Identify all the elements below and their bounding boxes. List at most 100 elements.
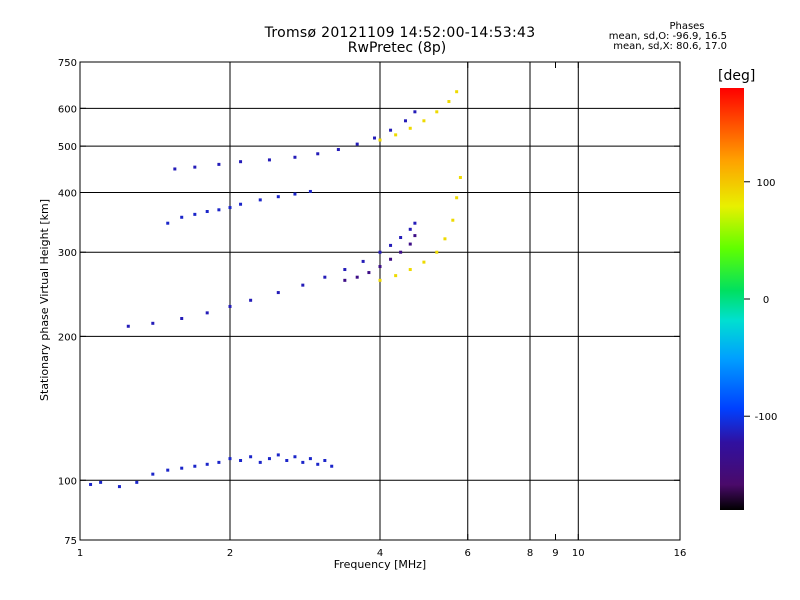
data-point (443, 237, 447, 241)
x-tick-label: 10 (572, 548, 585, 559)
phases-o-stats: mean, sd,O: -96.9, 16.5 (608, 31, 727, 42)
data-points (89, 90, 462, 489)
data-point (293, 155, 297, 159)
data-point (180, 466, 184, 470)
data-point (267, 158, 271, 162)
y-tick-label: 300 (58, 248, 77, 259)
y-axis-label: Stationary phase Virtual Height [km] (38, 199, 51, 401)
data-point (166, 468, 170, 472)
data-point (399, 250, 403, 254)
data-point (451, 218, 455, 222)
data-point (276, 195, 280, 199)
data-point (180, 215, 184, 219)
data-point (267, 457, 271, 461)
data-point (330, 464, 334, 468)
data-point (293, 192, 297, 196)
data-point (239, 202, 243, 206)
axes: 1 2 4 6 8 9 10 16 75 100 200 300 400 500 600 750 (58, 58, 686, 559)
data-point (323, 458, 327, 462)
colorbar-tick-label: 0 (763, 295, 769, 306)
x-tick-label: 16 (674, 548, 687, 559)
data-point (151, 472, 155, 476)
data-point (373, 136, 377, 140)
x-axis-label: Frequency [MHz] (334, 558, 426, 571)
data-point (316, 152, 320, 156)
data-point (193, 165, 197, 169)
data-point (308, 189, 312, 193)
data-point (455, 196, 459, 200)
colorbar-tick-label: 100 (756, 178, 775, 189)
data-point (378, 250, 382, 254)
data-point (422, 260, 426, 264)
y-tick-label: 750 (58, 58, 77, 69)
data-point (413, 110, 417, 114)
colorbar (720, 88, 744, 510)
data-point (249, 455, 253, 459)
data-point (378, 138, 382, 142)
x-tick-label: 1 (77, 548, 83, 559)
data-point (323, 275, 327, 279)
data-point (217, 162, 221, 166)
data-point (458, 175, 462, 179)
data-point (228, 304, 232, 308)
data-point (413, 221, 417, 225)
x-tick-label: 6 (465, 548, 471, 559)
y-tick-label: 400 (58, 188, 77, 199)
data-point (239, 458, 243, 462)
data-point (99, 480, 103, 484)
data-point (228, 457, 232, 461)
data-point (135, 480, 139, 484)
data-point (435, 110, 439, 114)
data-point (301, 460, 305, 464)
data-point (408, 268, 412, 272)
data-point (151, 321, 155, 325)
data-point (308, 457, 312, 461)
data-point (293, 455, 297, 459)
data-point (447, 100, 451, 104)
data-point (258, 460, 262, 464)
data-point (394, 274, 398, 278)
data-point (89, 482, 93, 486)
colorbar-tick-label: -100 (755, 412, 778, 423)
chart-subtitle: RwPretec (8p) (347, 40, 447, 56)
data-point (336, 148, 340, 152)
data-point (408, 242, 412, 246)
x-tick-label: 2 (227, 548, 233, 559)
y-tick-label: 100 (58, 476, 77, 487)
x-tick-label: 9 (552, 548, 558, 559)
data-point (301, 283, 305, 287)
chart-title: Tromsø 20121109 14:52:00-14:53:43 (264, 25, 536, 41)
data-point (276, 291, 280, 295)
x-tick-label: 4 (377, 548, 383, 559)
colorbar-unit-label: [deg] (718, 68, 756, 84)
data-point (117, 485, 121, 489)
data-point (193, 212, 197, 216)
y-tick-label: 200 (58, 332, 77, 343)
y-tick-label: 75 (64, 536, 77, 547)
data-point (285, 458, 289, 462)
phases-box: Phases mean, sd,O: -96.9, 16.5 mean, sd,… (587, 22, 727, 52)
data-point (205, 462, 209, 466)
phases-heading: Phases (669, 21, 705, 32)
data-point (361, 259, 365, 263)
data-point (455, 90, 459, 94)
data-point (343, 278, 347, 282)
y-tick-label: 500 (58, 142, 77, 153)
data-point (343, 268, 347, 272)
data-point (180, 316, 184, 320)
data-point (389, 128, 393, 132)
data-point (258, 198, 262, 202)
colorbar-ticks: 100 0 -100 (744, 178, 777, 423)
data-point (276, 453, 280, 457)
data-point (217, 208, 221, 212)
data-point (205, 311, 209, 315)
phases-x-stats: mean, sd,X: 80.6, 17.0 (613, 41, 727, 52)
data-point (399, 236, 403, 240)
grid-lines (80, 62, 680, 540)
data-point (389, 243, 393, 247)
data-point (316, 462, 320, 466)
data-point (355, 275, 359, 279)
data-point (367, 271, 371, 275)
data-point (435, 250, 439, 254)
